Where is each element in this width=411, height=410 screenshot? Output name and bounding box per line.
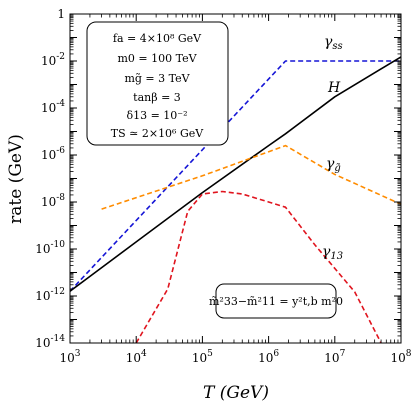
y-axis-title: rate (GeV) — [6, 134, 26, 224]
param-ts: TS ≃ 2×10⁶ GeV — [111, 127, 204, 140]
series-label-gamma-13: γ13 — [322, 244, 343, 262]
formula-box: m̃²33−m̃²11 = y²t,b m²0 — [209, 283, 343, 319]
formula-text: m̃²33−m̃²11 = y²t,b m²0 — [209, 295, 343, 308]
axis-ticks — [69, 13, 402, 344]
formula-box-frame — [215, 283, 337, 319]
param-m0: m0 = 100 TeV — [117, 52, 197, 65]
y-tick-label: 10-2 — [41, 52, 65, 68]
y-tick-label: 10-10 — [35, 240, 65, 256]
x-tick-label: 104 — [126, 349, 147, 365]
x-tick-label: 105 — [192, 349, 213, 365]
y-tick-label: 1 — [57, 7, 65, 21]
x-axis-title: T (GeV) — [203, 383, 269, 403]
tick-labels: 103 104 105 106 107 108 1 10-2 10-4 10-6 10-8 10-10… — [35, 7, 411, 365]
param-tanbeta: tanβ = 3 — [133, 91, 181, 104]
series-line-1 — [70, 56, 401, 292]
param-delta13: δ13 = 10⁻² — [126, 109, 187, 122]
series-line-2 — [101, 144, 401, 210]
y-tick-label: 10-6 — [41, 146, 65, 162]
parameter-box-frame — [86, 21, 229, 146]
x-tick-label: 103 — [59, 349, 80, 365]
y-tick-label: 10-8 — [41, 193, 65, 209]
series-line-3 — [135, 190, 382, 343]
series-label-gamma-ss: γss — [324, 34, 343, 52]
x-tick-label: 108 — [390, 349, 411, 365]
x-tick-label: 107 — [324, 349, 345, 365]
y-tick-label: 10-12 — [35, 287, 65, 303]
series-label-h: H — [327, 80, 341, 96]
param-mgluino: mg̃ = 3 TeV — [124, 72, 190, 85]
series-label-gamma-gluino: γg̃ — [326, 156, 341, 174]
y-tick-label: 10-4 — [41, 99, 65, 115]
series-line-0 — [70, 60, 401, 292]
y-tick-label: 10-14 — [35, 334, 65, 350]
parameter-box: fa = 4×10⁸ GeV m0 = 100 TeV mg̃ = 3 TeV … — [86, 21, 229, 146]
x-tick-label: 106 — [258, 349, 279, 365]
series-curves — [70, 56, 401, 343]
param-fa: fa = 4×10⁸ GeV — [113, 32, 202, 45]
